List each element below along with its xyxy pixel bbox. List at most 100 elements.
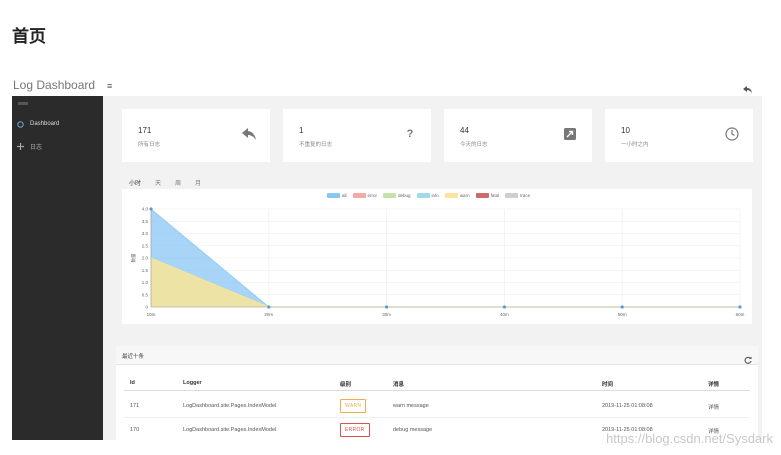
stat-card-unique: 1 不重复的日志 ? [283, 109, 431, 162]
panel-header: 最近十条 [116, 346, 758, 365]
sidebar-item-logs[interactable]: 日志 [12, 138, 103, 154]
hamburger-icon[interactable]: ≡ [107, 81, 113, 91]
legend-swatch [444, 193, 458, 198]
sidebar-item-dashboard[interactable]: Dashboard [12, 116, 103, 132]
x-tick-label: 60m [736, 312, 745, 317]
reply-icon[interactable] [743, 80, 752, 98]
panel-title: 最近十条 [122, 354, 145, 360]
refresh-icon[interactable] [744, 351, 752, 364]
stat-label: 今天的日志 [460, 142, 488, 148]
legend-item-fatal[interactable]: fatal [475, 193, 500, 198]
page-title: 首页 [12, 27, 46, 47]
chart-legend: all error debug info warn fatal trace [327, 193, 536, 198]
legend-swatch [505, 193, 519, 198]
stat-card-today: 44 今天的日志 [444, 109, 592, 162]
level-badge: WARN [340, 399, 367, 413]
sidebar: Dashboard 日志 [12, 96, 103, 440]
column-header-logger: Logger [183, 380, 202, 386]
cell-time: 2019-11-25 01:08:08 [602, 427, 653, 433]
legend-label: error [367, 193, 378, 198]
x-tick-label: 50m [618, 312, 627, 317]
x-tick-label: 10m [147, 312, 156, 317]
column-header-id: Id [130, 380, 135, 386]
external-link-icon [564, 127, 578, 141]
data-point [620, 305, 624, 309]
cell-logger: LogDashboard.site.Pages.IndexModel [183, 403, 277, 409]
cell-message: debug message [393, 427, 433, 433]
data-point [738, 305, 742, 309]
data-point [502, 305, 506, 309]
tab-week[interactable]: 周 [175, 181, 182, 187]
legend-label: fatal [490, 193, 500, 198]
legend-swatch [352, 193, 366, 198]
sidebar-header [18, 102, 28, 105]
tab-month[interactable]: 月 [195, 181, 202, 187]
column-header-time: 时间 [602, 382, 614, 388]
legend-item-all[interactable]: all [327, 193, 347, 198]
cell-id: 171 [130, 403, 140, 409]
legend-label: warn [459, 193, 470, 198]
stat-label: 不重复的日志 [299, 142, 333, 148]
stat-value: 10 [621, 126, 630, 135]
column-header-level: 级别 [340, 382, 352, 388]
y-tick-label: 0 [145, 305, 148, 310]
watermark: https://blog.csdn.net/Sysdark [606, 431, 773, 446]
top-bar: Log Dashboard ≡ [12, 72, 762, 97]
log-chart: 4.0 3.5 3.0 2.5 2.0 1.5 1.0 0.5 0 10m 20m 30m 40m 50m… [130, 207, 745, 317]
row-divider [124, 417, 750, 418]
cell-message: warn message [393, 403, 429, 409]
series-area-warn [151, 258, 740, 307]
brand-title: Log Dashboard [13, 78, 96, 92]
detail-link[interactable]: 详情 [708, 429, 720, 435]
legend-label: debug [398, 193, 411, 198]
cell-logger: LogDashboard.site.Pages.IndexModel [183, 427, 277, 433]
move-icon [17, 142, 24, 150]
period-tabs: 小时 天 周 月 [122, 176, 208, 191]
stat-label: 所有日志 [138, 142, 161, 148]
legend-swatch [416, 193, 430, 198]
main-content: 171 所有日志 1 不重复的日志 ? 44 今天的日志 10 一小时之内 [103, 96, 762, 440]
column-header-message: 消息 [393, 382, 405, 388]
legend-swatch [475, 193, 489, 198]
reply-icon [242, 127, 256, 141]
detail-link[interactable]: 详情 [708, 405, 720, 411]
x-tick-label: 40m [500, 312, 509, 317]
legend-swatch [327, 193, 340, 198]
y-axis-label: 数量 [130, 253, 137, 262]
x-tick-label: 30m [382, 312, 391, 317]
y-tick-label: 4.0 [142, 207, 149, 212]
legend-swatch [383, 193, 397, 198]
table-divider [124, 390, 750, 391]
legend-label: all [342, 193, 347, 198]
legend-item-warn[interactable]: warn [444, 193, 470, 198]
stat-card-hour: 10 一小时之内 [605, 109, 753, 162]
dashboard-icon [17, 120, 24, 128]
sidebar-item-label: 日志 [30, 144, 43, 151]
legend-item-debug[interactable]: debug [383, 193, 411, 198]
y-tick-label: 2.5 [142, 243, 149, 248]
app-window: Log Dashboard ≡ Dashboard 日志 171 所有日志 [12, 72, 762, 440]
data-point [149, 207, 153, 211]
legend-item-trace[interactable]: trace [505, 193, 530, 198]
data-point [267, 305, 271, 309]
y-tick-label: 1.0 [142, 280, 149, 285]
legend-label: info [431, 193, 439, 198]
cell-id: 170 [130, 427, 140, 433]
recent-logs-panel: 最近十条 Id Logger 级别 消息 时间 详情 171 LogDashbo… [116, 346, 758, 440]
column-header-detail: 详情 [708, 382, 720, 388]
tab-day[interactable]: 天 [155, 181, 162, 187]
y-tick-label: 0.5 [142, 292, 149, 297]
stat-value: 171 [138, 126, 152, 135]
x-tick-label: 20m [264, 312, 273, 317]
stat-value: 44 [460, 126, 469, 135]
y-tick-label: 3.0 [142, 231, 149, 236]
legend-item-error[interactable]: error [352, 193, 378, 198]
cell-time: 2019-11-25 01:08:08 [602, 403, 653, 409]
log-chart-panel: 4.0 3.5 3.0 2.5 2.0 1.5 1.0 0.5 0 10m 20m 30m 40m 50m… [122, 189, 752, 324]
y-tick-label: 1.5 [142, 268, 149, 273]
stat-card-all: 171 所有日志 [122, 109, 270, 162]
legend-item-info[interactable]: info [416, 193, 439, 198]
question-icon: ? [406, 128, 414, 140]
y-tick-label: 3.5 [142, 219, 149, 224]
y-tick-label: 2.0 [142, 256, 149, 261]
